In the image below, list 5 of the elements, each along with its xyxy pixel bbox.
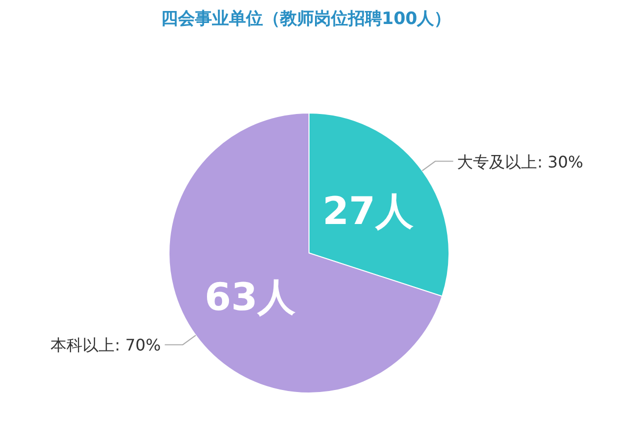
chart-title: 四会事业单位（教师岗位招聘100人）	[160, 9, 452, 29]
slice-label: 本科以上: 70%	[50, 336, 161, 355]
data-label: 27人	[322, 189, 414, 234]
slice-label: 大专及以上: 30%	[457, 152, 584, 172]
data-label: 63人	[204, 274, 296, 319]
